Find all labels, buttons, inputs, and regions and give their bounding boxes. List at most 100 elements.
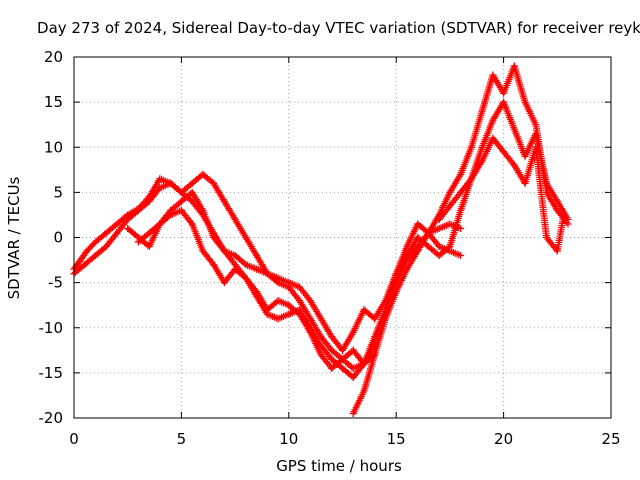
- series-track-f: [435, 134, 568, 255]
- data-point: [296, 297, 304, 305]
- data-point: [242, 274, 250, 282]
- data-point: [91, 252, 99, 260]
- data-point: [360, 387, 368, 395]
- data-point: [210, 179, 218, 187]
- data-point: [177, 197, 185, 205]
- data-point: [435, 215, 443, 223]
- x-tick-label: 10: [279, 430, 298, 448]
- data-point: [134, 238, 142, 246]
- data-point: [360, 360, 368, 368]
- data-point: [446, 220, 454, 228]
- data-point: [339, 364, 346, 372]
- data-point: [231, 252, 239, 260]
- x-tick-label: 5: [177, 430, 187, 448]
- data-point: [242, 261, 250, 269]
- data-point: [306, 297, 314, 305]
- data-point: [199, 247, 207, 255]
- data-point: [83, 247, 91, 255]
- data-point: [188, 188, 196, 196]
- data-point: [392, 270, 400, 278]
- x-tick-label: 20: [494, 430, 513, 448]
- data-point: [145, 243, 153, 251]
- data-point: [392, 288, 400, 296]
- data-point: [349, 346, 357, 354]
- data-point: [306, 328, 314, 336]
- data-point: [296, 310, 304, 318]
- data-point: [339, 346, 346, 354]
- data-point: [134, 206, 142, 214]
- data-point: [274, 315, 282, 323]
- marker-trail: [349, 62, 571, 417]
- data-point: [242, 234, 250, 241]
- data-point: [403, 265, 411, 273]
- data-point: [231, 215, 239, 223]
- data-point: [285, 279, 293, 287]
- y-tick-label: 10: [44, 138, 63, 156]
- x-tick-label: 15: [387, 430, 406, 448]
- x-axis-label: GPS time / hours: [276, 457, 402, 475]
- data-point: [403, 243, 411, 251]
- data-point: [199, 206, 207, 214]
- data-point: [564, 220, 572, 228]
- data-point: [489, 116, 497, 124]
- data-point: [102, 229, 110, 237]
- chart-title: Day 273 of 2024, Sidereal Day-to-day VTE…: [37, 19, 640, 37]
- y-tick-label: -10: [39, 319, 64, 337]
- data-point: [521, 98, 529, 106]
- data-point: [435, 243, 443, 251]
- data-point: [263, 306, 271, 314]
- data-point: [113, 220, 121, 228]
- data-point: [467, 143, 475, 151]
- data-point: [167, 179, 175, 187]
- data-point: [317, 315, 325, 323]
- data-point: [76, 256, 84, 264]
- data-point: [360, 306, 368, 314]
- data-point: [532, 121, 540, 129]
- data-point: [446, 202, 454, 210]
- data-point: [532, 143, 540, 151]
- data-point: [145, 197, 153, 205]
- y-tick-label: 15: [44, 93, 63, 111]
- data-point: [210, 234, 218, 241]
- data-point: [253, 288, 261, 296]
- y-tick-label: 20: [44, 48, 63, 66]
- data-point: [553, 247, 561, 255]
- data-point: [177, 206, 185, 214]
- data-point: [328, 355, 336, 363]
- data-point: [500, 148, 508, 156]
- data-point: [263, 270, 271, 278]
- data-point: [510, 125, 518, 133]
- data-point: [81, 261, 89, 269]
- data-point: [510, 62, 518, 70]
- x-tick-label: 0: [69, 430, 79, 448]
- data-point: [424, 243, 432, 251]
- data-point: [457, 206, 465, 214]
- data-point: [124, 215, 132, 223]
- y-tick-label: 0: [53, 229, 63, 247]
- data-point: [339, 355, 346, 363]
- data-point: [253, 265, 261, 273]
- y-tick-label: -20: [39, 409, 64, 427]
- data-point: [317, 351, 325, 359]
- data-point: [102, 243, 110, 251]
- data-point: [521, 179, 529, 187]
- data-point: [253, 252, 261, 260]
- data-point: [414, 247, 422, 255]
- data-point: [510, 161, 518, 169]
- series-track-d: [134, 206, 465, 372]
- data-point: [328, 346, 336, 354]
- data-point: [489, 71, 497, 79]
- data-point: [349, 364, 357, 372]
- data-point: [285, 301, 293, 309]
- grid: [74, 57, 611, 418]
- data-point: [91, 238, 99, 246]
- data-point: [349, 409, 357, 417]
- data-point: [328, 333, 336, 341]
- data-point: [553, 206, 561, 214]
- data-point: [188, 179, 196, 187]
- data-point: [457, 252, 465, 260]
- data-point: [446, 188, 454, 196]
- y-axis-label: SDTVAR / TECUs: [5, 176, 23, 299]
- data-point: [446, 247, 454, 255]
- data-point: [328, 364, 336, 372]
